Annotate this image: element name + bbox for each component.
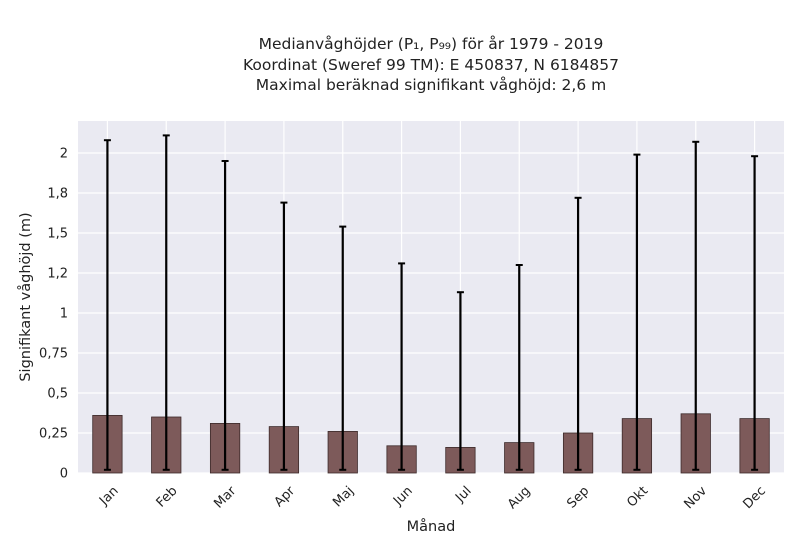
error-bar-jul xyxy=(456,291,464,471)
y-tick-label: 1,5 xyxy=(47,227,68,242)
error-bar-aug xyxy=(515,264,523,471)
chart-title: Medianvåghöjder (P₁, P₉₉) för år 1979 - … xyxy=(80,34,782,96)
x-tick-label: Aug xyxy=(505,484,534,513)
plot-area xyxy=(78,121,784,473)
x-axis-label: Månad xyxy=(407,518,456,535)
y-axis-label: Signifikant våghöjd (m) xyxy=(17,212,34,381)
x-tick-label: Mar xyxy=(211,483,239,511)
x-tick-label: Maj xyxy=(330,484,357,511)
x-tick-label: Sep xyxy=(564,484,592,512)
error-bar-jan xyxy=(103,139,111,471)
y-tick-label: 1,2 xyxy=(47,267,68,282)
y-tick-label: 1,8 xyxy=(47,187,68,202)
error-bar-feb xyxy=(162,134,170,471)
x-axis-ticks: Jan Feb Mar Apr Maj Jun Jul Aug Sep Okt Nov Dec xyxy=(96,483,769,512)
x-tick-label: Okt xyxy=(624,484,651,511)
x-tick-label: Feb xyxy=(154,484,181,511)
x-tick-label: Jan xyxy=(96,484,121,509)
title-line-1: Medianvåghöjder (P₁, P₉₉) för år 1979 - … xyxy=(258,35,604,53)
y-tick-label: 0,25 xyxy=(39,427,68,442)
y-tick-label: 0 xyxy=(60,467,68,482)
error-bars xyxy=(103,134,759,471)
error-bar-maj xyxy=(339,225,347,471)
error-bar-mar xyxy=(221,160,229,471)
x-tick-label: Apr xyxy=(272,483,299,510)
y-tick-label: 0,5 xyxy=(47,387,68,402)
x-tick-label: Jun xyxy=(390,484,416,510)
y-tick-label: 2 xyxy=(60,147,68,162)
y-axis-ticks: 0 0,25 0,5 0,75 1 1,2 1,5 1,8 2 xyxy=(39,147,68,482)
error-bar-jun xyxy=(398,262,406,471)
x-tick-label: Jul xyxy=(452,484,474,506)
x-tick-label: Dec xyxy=(740,484,768,512)
title-line-2: Koordinat (Sweref 99 TM): E 450837, N 61… xyxy=(243,55,619,74)
error-bar-apr xyxy=(280,201,288,471)
y-tick-label: 1 xyxy=(60,307,68,322)
error-bar-sep xyxy=(574,196,582,471)
error-bar-dec xyxy=(751,155,759,471)
x-tick-label: Nov xyxy=(681,483,710,512)
y-tick-label: 0,75 xyxy=(39,347,68,362)
title-line-3: Maximal beräknad signifikant våghöjd: 2,… xyxy=(255,76,607,94)
error-bar-nov xyxy=(692,140,700,471)
error-bar-okt xyxy=(633,153,641,471)
